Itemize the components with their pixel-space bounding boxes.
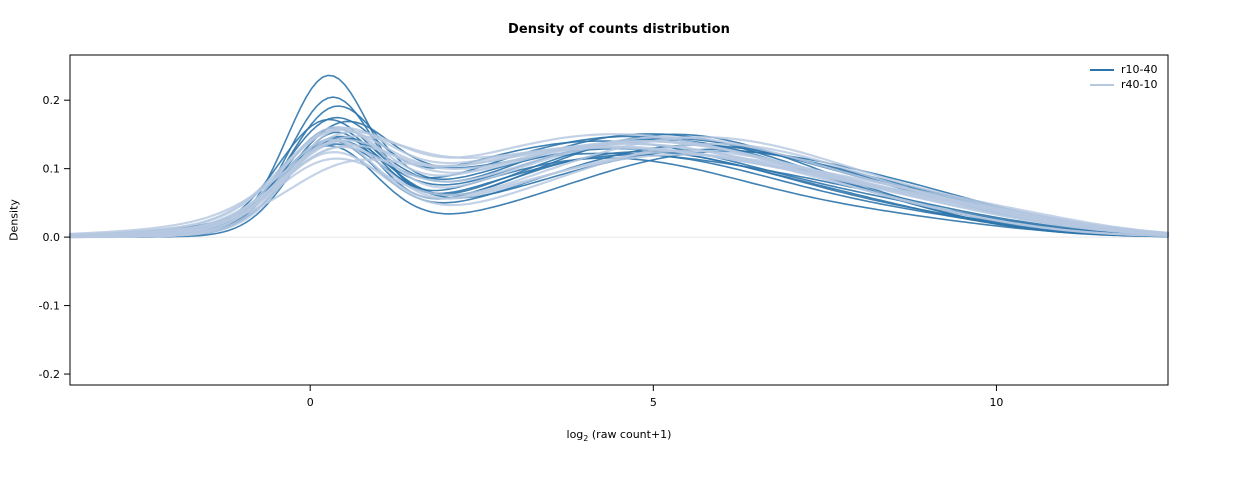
density-curve-r40-10 bbox=[68, 135, 1170, 235]
y-tick-label: 0.2 bbox=[43, 94, 61, 107]
legend-row: r10-40 bbox=[1090, 62, 1158, 77]
legend: r10-40 r40-10 bbox=[1090, 62, 1158, 92]
legend-label: r10-40 bbox=[1121, 63, 1158, 76]
y-tick-label: 0.1 bbox=[43, 163, 61, 176]
x-axis-label-subscript: 2 bbox=[583, 434, 589, 444]
x-axis-label-prefix: log bbox=[566, 428, 584, 441]
legend-line-swatch-r10-40 bbox=[1090, 68, 1114, 71]
density-curve-r10-40 bbox=[69, 131, 1169, 238]
legend-line-swatch-r40-10 bbox=[1090, 83, 1114, 86]
y-tick-label: 0.0 bbox=[43, 231, 61, 244]
density-curve-r40-10 bbox=[68, 142, 1170, 239]
x-axis-label: log2 (raw count+1) bbox=[0, 428, 1238, 443]
x-tick-label: 5 bbox=[650, 396, 657, 409]
plot-box bbox=[69, 54, 1169, 386]
y-tick-label: -0.2 bbox=[39, 368, 60, 381]
legend-label: r40-10 bbox=[1121, 78, 1158, 91]
y-tick-label: -0.1 bbox=[39, 300, 60, 313]
x-tick-label: 10 bbox=[989, 396, 1003, 409]
x-axis-label-suffix: (raw count+1) bbox=[588, 428, 672, 441]
chart-title: Density of counts distribution bbox=[507, 22, 730, 37]
legend-row: r40-10 bbox=[1090, 77, 1158, 92]
x-tick-label: 0 bbox=[307, 396, 314, 409]
